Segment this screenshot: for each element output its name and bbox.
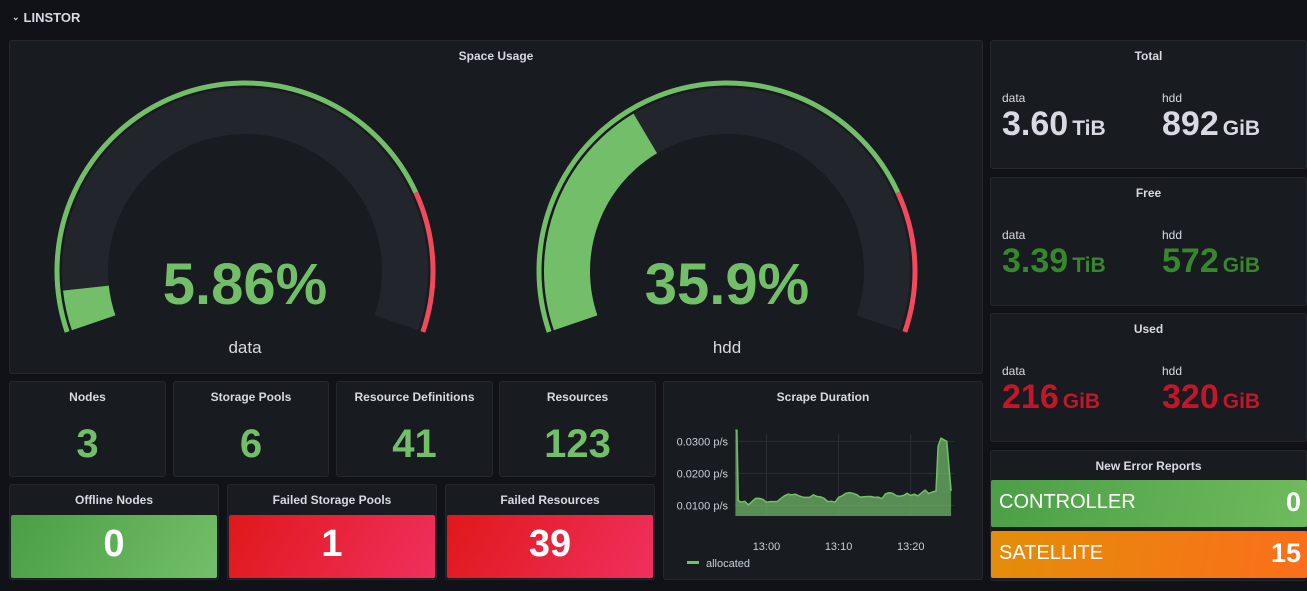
stat-failed-storage-pools: Failed Storage Pools 1 [227,484,437,580]
row-title: LINSTOR [23,10,81,25]
gauge-hdd: 35.9% hdd [527,71,927,371]
panel-title: Failed Resources [500,493,600,507]
value-number: 320 [1162,378,1219,416]
gauge-data: 5.86% data [45,71,445,371]
value-text: 3.39 TiB [1002,244,1106,278]
stat-value: 6 [239,422,263,466]
y-tick-label: 0.0100 p/s [677,500,729,512]
error-count: 15 [1270,538,1301,568]
value-data: data 3.39 TiB [1002,228,1106,278]
stat-value: 0 [103,523,125,565]
gauge-svg [536,80,918,333]
y-tick-label: 0.0300 p/s [677,436,729,448]
panel-space-usage: Space Usage 5.86% data 35.9% hdd [9,40,983,374]
panel-scrape-duration: Scrape Duration 0.0100 p/s 0.0200 p/s 0.03… [663,381,983,580]
stat-value: 41 [392,422,437,466]
panel-title: Offline Nodes [74,493,153,507]
stat-value: 123 [544,422,611,466]
value-text: 3.60 TiB [1002,107,1106,141]
panel-title: Failed Storage Pools [272,493,392,507]
panel-title: Used [1133,322,1164,336]
panel-title: Total [1134,49,1163,63]
gauge-svg [54,80,436,333]
stat-nodes: Nodes 3 [9,381,166,477]
value-unit: GiB [1062,390,1101,413]
panel-used: Used data 216 GiB hdd 320 GiB [990,313,1307,442]
value-number: 892 [1162,105,1219,143]
value-label: hdd [1162,364,1183,378]
gauge-value-arc [544,113,658,331]
value-text: 320 GiB [1162,380,1260,414]
gauge-threshold-green [54,80,419,333]
row-header-linstor[interactable]: ⌄ LINSTOR [12,10,80,25]
legend-swatch-allocated [687,561,699,564]
value-data: data 3.60 TiB [1002,91,1106,141]
stat-background-critical: 1 [229,515,435,578]
value-text: 572 GiB [1162,244,1260,278]
gauge-label: data [228,338,262,357]
gauge-value: 5.86% [162,252,328,317]
stat-value: 3 [76,422,99,466]
gauge-track [62,88,428,331]
panel-title: Free [1135,186,1162,200]
panel-free: Free data 3.39 TiB hdd 572 GiB [990,177,1307,306]
value-text: 892 GiB [1162,107,1260,141]
x-tick-label: 13:10 [825,541,853,553]
error-bar-satellite: SATELLITE 15 [991,531,1307,578]
gauge-value-arc [63,285,116,331]
error-source-name: CONTROLLER [999,491,1136,513]
value-label: data [1002,91,1026,105]
panel-title: Scrape Duration [776,390,870,404]
value-unit: TiB [1072,254,1106,277]
scrape-duration-chart[interactable]: 0.0100 p/s 0.0200 p/s 0.0300 p/s 13:00 13:1… [664,382,982,579]
stat-resources: Resources 123 [499,381,656,477]
series-line-allocated [735,429,952,506]
stat-offline-nodes: Offline Nodes 0 [9,484,219,580]
gauge-threshold-red [895,191,918,333]
error-count: 0 [1285,487,1301,517]
panel-total: Total data 3.60 TiB hdd 892 GiB [990,40,1307,169]
panel-title: Nodes [69,390,106,404]
gauge-value: 35.9% [644,252,810,317]
panel-title: Resources [546,390,609,404]
stat-value: 39 [528,523,572,565]
error-bar-controller: CONTROLLER 0 [991,480,1307,527]
value-number: 572 [1162,242,1219,280]
stat-failed-resources: Failed Resources 39 [445,484,655,580]
value-data: data 216 GiB [1002,364,1100,414]
value-number: 216 [1002,378,1059,416]
stat-storage-pools: Storage Pools 6 [173,381,329,477]
value-hdd: hdd 892 GiB [1162,91,1260,141]
value-number: 3.39 [1002,242,1069,280]
value-hdd: hdd 572 GiB [1162,228,1260,278]
value-hdd: hdd 320 GiB [1162,364,1260,414]
legend-label[interactable]: allocated [706,558,750,570]
x-tick-label: 13:00 [753,541,781,553]
value-text: 216 GiB [1002,380,1100,414]
value-unit: GiB [1222,390,1261,413]
y-tick-label: 0.0200 p/s [677,468,729,480]
panel-title: Resource Definitions [354,390,475,404]
stat-background-ok: 0 [11,515,217,578]
stat-value: 1 [321,523,343,565]
value-unit: GiB [1222,254,1261,277]
panel-title: Space Usage [458,49,534,63]
value-label: hdd [1162,228,1183,242]
error-source-name: SATELLITE [999,542,1104,564]
value-number: 3.60 [1002,105,1069,143]
value-label: data [1002,228,1026,242]
value-unit: TiB [1072,117,1106,140]
stat-resource-definitions: Resource Definitions 41 [336,381,493,477]
value-label: data [1002,364,1026,378]
value-unit: GiB [1222,117,1261,140]
gauge-threshold-red [413,191,436,333]
x-tick-label: 13:20 [897,541,925,553]
panel-title: New Error Reports [1095,459,1202,473]
chevron-down-icon[interactable]: ⌄ [12,12,20,22]
value-label: hdd [1162,91,1183,105]
gauge-threshold-green [536,80,901,333]
panel-title: Storage Pools [210,390,292,404]
stat-background-critical: 39 [447,515,653,578]
gauge-label: hdd [712,338,742,357]
